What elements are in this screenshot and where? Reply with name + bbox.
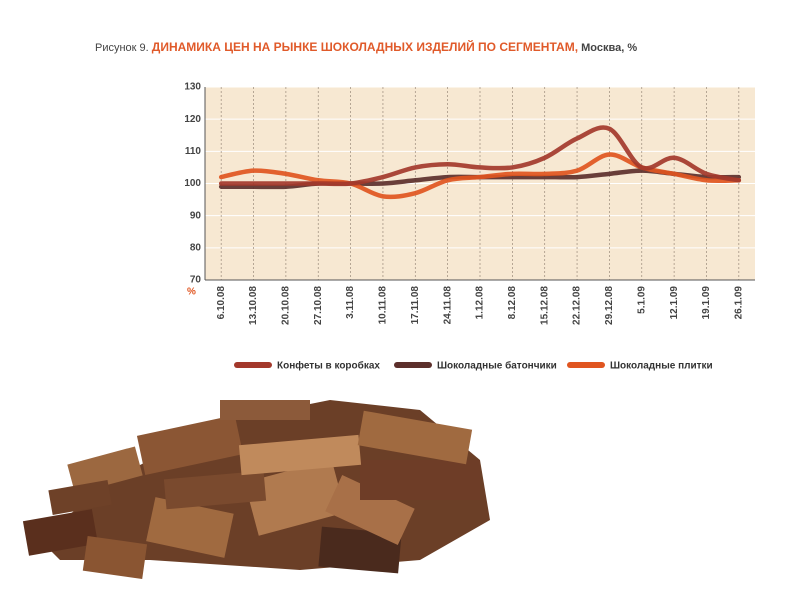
x-tick-label: 27.10.08 bbox=[313, 286, 324, 325]
subtitle: Москва, % bbox=[581, 42, 637, 54]
legend-label: Шоколадные батончики bbox=[437, 360, 557, 372]
photo bbox=[22, 400, 490, 580]
x-tick-label: 8.12.08 bbox=[507, 286, 518, 320]
x-tick-label: 3.11.08 bbox=[345, 286, 356, 319]
x-tick-label: 1.12.08 bbox=[475, 286, 486, 320]
x-tick-label: 24.11.08 bbox=[442, 286, 453, 325]
y-tick-label: 120 bbox=[184, 114, 201, 125]
x-tick-label: 29.12.08 bbox=[604, 286, 615, 325]
x-tick-label: 12.1.09 bbox=[669, 286, 680, 320]
y-tick-label: 80 bbox=[190, 242, 202, 253]
figure-label: Рисунок 9. bbox=[95, 42, 149, 54]
series-line bbox=[218, 152, 742, 200]
y-tick-label: 100 bbox=[184, 178, 201, 189]
x-tick-label: 10.11.08 bbox=[378, 286, 389, 325]
chart-title: Рисунок 9. ДИНАМИКА ЦЕН НА РЫНКЕ ШОКОЛАД… bbox=[95, 39, 637, 54]
legend-label: Шоколадные плитки bbox=[610, 361, 713, 372]
y-tick-label: 70 bbox=[190, 275, 202, 286]
x-tick-label: 20.10.08 bbox=[281, 286, 292, 325]
x-tick-label: 15.12.08 bbox=[539, 286, 550, 325]
legend-label: Конфеты в коробках bbox=[277, 360, 380, 372]
x-tick-label: 17.11.08 bbox=[410, 286, 421, 325]
x-tick-label: 26.1.09 bbox=[733, 286, 744, 320]
series-line bbox=[218, 125, 742, 187]
x-tick-label: 13.10.08 bbox=[248, 286, 259, 325]
y-tick-label: 90 bbox=[190, 210, 202, 221]
x-tick-label: 5.1.09 bbox=[636, 286, 647, 314]
title: ДИНАМИКА ЦЕН НА РЫНКЕ ШОКОЛАДНЫХ ИЗДЕЛИЙ… bbox=[152, 39, 578, 54]
y-tick-label: 130 bbox=[184, 82, 201, 93]
x-tick-label: 22.12.08 bbox=[572, 286, 583, 325]
y-axis-label: % bbox=[187, 287, 196, 298]
x-tick-label: 6.10.08 bbox=[216, 286, 227, 320]
y-tick-label: 110 bbox=[185, 146, 202, 157]
x-tick-label: 19.1.09 bbox=[701, 286, 712, 320]
